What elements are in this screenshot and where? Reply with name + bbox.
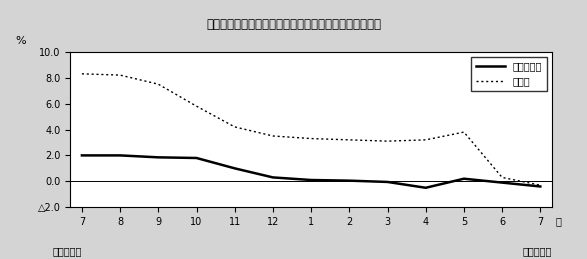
Text: %: %: [15, 35, 26, 46]
調査産業計: [231, 167, 238, 170]
製造業: [537, 184, 544, 187]
調査産業計: [384, 180, 391, 183]
製造業: [384, 140, 391, 143]
製造業: [460, 131, 467, 134]
Text: 月: 月: [556, 217, 562, 227]
調査産業計: [346, 179, 353, 182]
Legend: 調査産業計, 製造業: 調査産業計, 製造業: [471, 57, 547, 91]
調査産業計: [308, 178, 315, 182]
製造業: [308, 137, 315, 140]
製造業: [269, 134, 276, 138]
調査産業計: [269, 176, 276, 179]
調査産業計: [79, 154, 86, 157]
製造業: [155, 83, 162, 86]
製造業: [498, 176, 505, 179]
製造業: [79, 72, 86, 75]
調査産業計: [193, 156, 200, 160]
Line: 調査産業計: 調査産業計: [82, 155, 540, 188]
製造業: [231, 125, 238, 128]
製造業: [193, 105, 200, 108]
製造業: [422, 138, 429, 141]
Line: 製造業: 製造業: [82, 74, 540, 185]
調査産業計: [498, 181, 505, 184]
調査産業計: [422, 186, 429, 189]
Text: 平成１８年: 平成１８年: [53, 246, 82, 256]
調査産業計: [460, 177, 467, 180]
Text: 第３図　常用雇用指数対前年比の推移（規模５人以上）: 第３図 常用雇用指数対前年比の推移（規模５人以上）: [206, 18, 381, 31]
調査産業計: [155, 156, 162, 159]
Text: 平成１９年: 平成１９年: [522, 246, 552, 256]
調査産業計: [117, 154, 124, 157]
調査産業計: [537, 185, 544, 188]
製造業: [117, 74, 124, 77]
製造業: [346, 138, 353, 141]
